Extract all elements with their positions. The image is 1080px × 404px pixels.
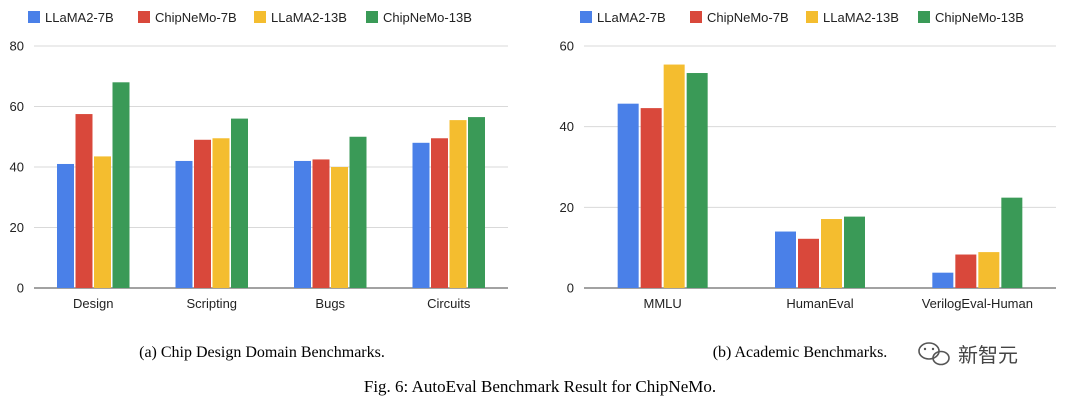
bar-llama2-13b-verilogeval-human [978,252,1000,288]
category-label: MMLU [644,296,682,311]
bar-llama2-13b-design [94,156,111,288]
legend-swatch [254,11,266,23]
y-tick-label: 20 [560,200,574,215]
legend-swatch [918,11,930,23]
y-tick-label: 60 [560,39,574,54]
caption-a: (a) Chip Design Domain Benchmarks. [139,344,385,361]
category-label: Design [73,296,113,311]
bar-chipnemo-13b-scripting [231,118,248,288]
bar-llama2-13b-scripting [212,138,230,288]
bar-chipnemo-13b-mmlu [686,73,708,288]
caption-b: (b) Academic Benchmarks. [713,344,888,361]
y-tick-label: 40 [560,119,574,134]
bar-chipnemo-13b-design [112,82,130,288]
legend-swatch [28,11,40,23]
legend-swatch [690,11,702,23]
bar-llama2-7b-design [57,163,74,288]
y-tick-label: 0 [17,281,24,296]
bar-chipnemo-7b-mmlu [640,108,662,288]
legend-swatch [580,11,592,23]
bar-llama2-7b-bugs [294,160,311,288]
y-tick-label: 20 [10,220,24,235]
watermark: 新智元 [918,342,1018,367]
bar-chipnemo-13b-humaneval [844,216,865,288]
y-tick-label: 40 [10,160,24,175]
bar-llama2-7b-mmlu [617,103,639,288]
bar-chipnemo-13b-verilogeval-human [1001,197,1023,288]
category-label: HumanEval [786,296,853,311]
legend-swatch [138,11,150,23]
bar-llama2-13b-mmlu [663,64,685,288]
bar-llama2-13b-circuits [449,120,467,288]
bar-llama2-7b-circuits [412,142,430,288]
bar-chipnemo-7b-verilogeval-human [955,254,977,288]
legend-label: ChipNeMo-13B [935,10,1024,25]
legend-label: ChipNeMo-13B [383,10,472,25]
category-label: Scripting [186,296,237,311]
legend-label: LLaMA2-7B [45,10,114,25]
wechat-logo-icon [918,342,950,366]
category-label: VerilogEval-Human [922,296,1033,311]
bar-chipnemo-7b-circuits [431,138,448,288]
watermark-text: 新智元 [958,343,1018,367]
y-tick-label: 60 [10,99,24,114]
bar-llama2-13b-humaneval [821,219,842,288]
legend-label: LLaMA2-7B [597,10,666,25]
legend-label: LLaMA2-13B [823,10,899,25]
bar-chipnemo-13b-circuits [468,117,485,289]
bar-chipnemo-7b-scripting [194,139,211,288]
chart-chip-design: 0 20 40 60 80 Design Scripting Bugs Circuits LLaM… [10,10,508,311]
legend-label: LLaMA2-13B [271,10,347,25]
bar-llama2-7b-scripting [175,160,193,288]
bar-llama2-7b-verilogeval-human [932,272,954,288]
chart-academic: 0 20 40 60 MMLU HumanEval VerilogEval-Human LLa… [560,10,1056,311]
legend-label: ChipNeMo-7B [155,10,237,25]
category-label: Circuits [427,296,471,311]
bar-llama2-13b-bugs [331,167,348,288]
bar-chipnemo-13b-bugs [349,136,367,288]
bar-chipnemo-7b-humaneval [798,238,819,288]
figure-caption: Fig. 6: AutoEval Benchmark Result for Ch… [364,377,716,396]
bar-llama2-7b-humaneval [775,231,796,288]
bar-chipnemo-7b-design [75,114,93,288]
y-tick-label: 0 [567,281,574,296]
legend-label: ChipNeMo-7B [707,10,789,25]
legend-swatch [806,11,818,23]
y-tick-label: 80 [10,39,24,54]
legend-swatch [366,11,378,23]
category-label: Bugs [315,296,345,311]
bar-chipnemo-7b-bugs [312,159,330,288]
